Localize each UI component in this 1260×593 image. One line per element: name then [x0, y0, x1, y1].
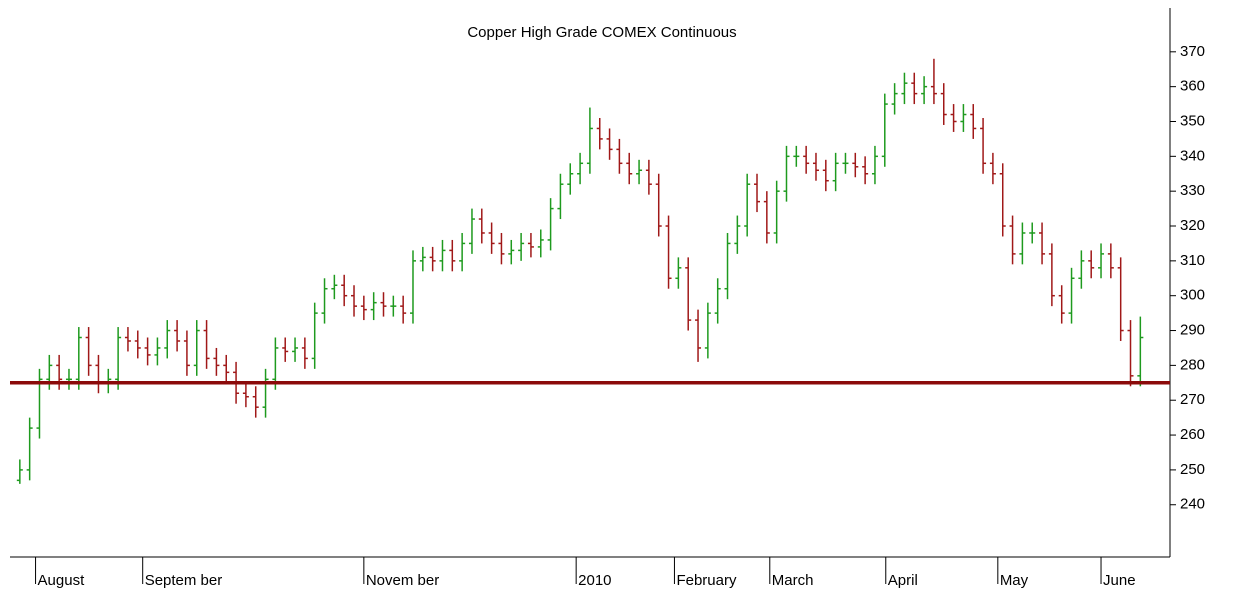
- y-tick-label: 330: [1180, 182, 1205, 199]
- y-tick-label: 250: [1180, 461, 1205, 478]
- x-tick-label: August: [38, 572, 86, 589]
- y-tick-label: 360: [1180, 78, 1205, 95]
- y-tick-label: 290: [1180, 322, 1205, 339]
- x-tick-label: April: [888, 572, 918, 589]
- x-tick-label: Septem ber: [145, 572, 223, 589]
- y-tick-label: 310: [1180, 252, 1205, 269]
- y-tick-label: 300: [1180, 287, 1205, 304]
- x-tick-label: March: [772, 572, 814, 589]
- y-tick-label: 270: [1180, 391, 1205, 408]
- y-tick-label: 340: [1180, 147, 1205, 164]
- x-tick-label: Novem ber: [366, 572, 439, 589]
- x-tick-label: May: [1000, 572, 1029, 589]
- x-tick-label: February: [676, 572, 737, 589]
- y-tick-label: 260: [1180, 426, 1205, 443]
- x-tick-label: June: [1103, 572, 1136, 589]
- chart-title: Copper High Grade COMEX Continuous: [467, 24, 736, 41]
- y-tick-label: 280: [1180, 356, 1205, 373]
- x-tick-label: 2010: [578, 572, 611, 589]
- y-tick-label: 350: [1180, 112, 1205, 129]
- y-tick-label: 240: [1180, 496, 1205, 513]
- y-tick-label: 370: [1180, 43, 1205, 60]
- y-tick-label: 320: [1180, 217, 1205, 234]
